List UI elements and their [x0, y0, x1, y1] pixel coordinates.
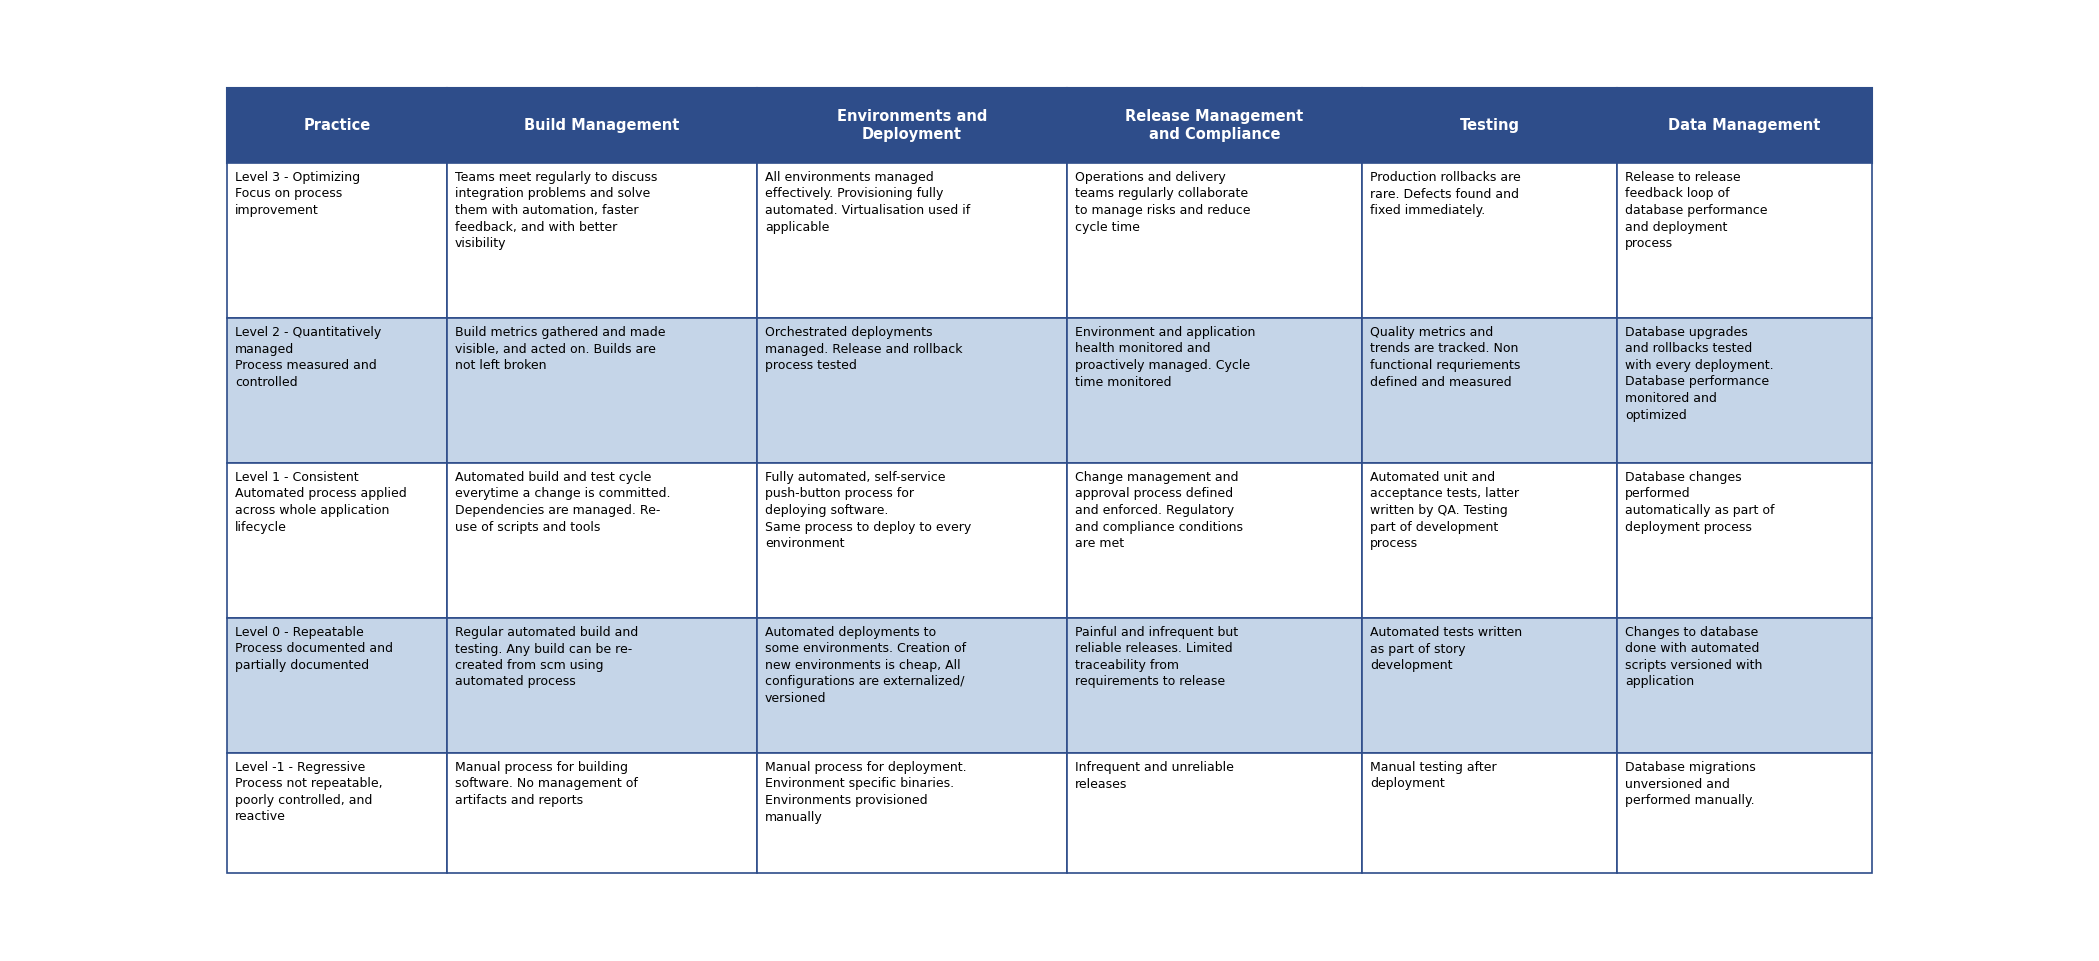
Text: Level 3 - Optimizing
Focus on process
improvement: Level 3 - Optimizing Focus on process im… [235, 171, 361, 217]
Text: Teams meet regularly to discuss
integration problems and solve
them with automat: Teams meet regularly to discuss integrat… [455, 171, 657, 250]
Text: Build metrics gathered and made
visible, and acted on. Builds are
not left broke: Build metrics gathered and made visible,… [455, 326, 665, 372]
Bar [447, 163, 758, 318]
Text: Changes to database
done with automated
scripts versioned with
application: Changes to database done with automated … [1625, 626, 1763, 688]
Bar [1362, 88, 1616, 163]
Text: Automated tests written
as part of story
development: Automated tests written as part of story… [1371, 626, 1522, 672]
Text: Environments and
Deployment: Environments and Deployment [838, 109, 987, 142]
Text: Environment and application
health monitored and
proactively managed. Cycle
time: Environment and application health monit… [1075, 326, 1255, 388]
Text: Automated deployments to
some environments. Creation of
new environments is chea: Automated deployments to some environmen… [764, 626, 966, 705]
Bar [1362, 753, 1616, 873]
Text: Manual process for deployment.
Environment specific binaries.
Environments provi: Manual process for deployment. Environme… [764, 761, 968, 824]
Text: Database changes
performed
automatically as part of
deployment process: Database changes performed automatically… [1625, 471, 1774, 533]
Text: Data Management: Data Management [1669, 118, 1820, 133]
Bar [227, 463, 447, 618]
Bar [1066, 318, 1362, 463]
Text: All environments managed
effectively. Provisioning fully
automated. Virtualisati: All environments managed effectively. Pr… [764, 171, 970, 234]
Bar [1616, 618, 1872, 753]
Bar [1362, 618, 1616, 753]
Text: Infrequent and unreliable
releases: Infrequent and unreliable releases [1075, 761, 1234, 791]
Text: Testing: Testing [1459, 118, 1520, 133]
Bar [758, 463, 1066, 618]
Bar [1616, 753, 1872, 873]
Bar [1616, 88, 1872, 163]
Bar [447, 88, 758, 163]
Bar [447, 318, 758, 463]
Bar [758, 318, 1066, 463]
Bar [227, 318, 447, 463]
Bar [1066, 753, 1362, 873]
Bar [1362, 318, 1616, 463]
Text: Database upgrades
and rollbacks tested
with every deployment.
Database performan: Database upgrades and rollbacks tested w… [1625, 326, 1774, 422]
Bar [1616, 318, 1872, 463]
Text: Database migrations
unversioned and
performed manually.: Database migrations unversioned and perf… [1625, 761, 1755, 807]
Text: Release Management
and Compliance: Release Management and Compliance [1125, 109, 1303, 142]
Bar [1362, 163, 1616, 318]
Text: Release to release
feedback loop of
database performance
and deployment
process: Release to release feedback loop of data… [1625, 171, 1767, 250]
Text: Quality metrics and
trends are tracked. Non
functional requriements
defined and : Quality metrics and trends are tracked. … [1371, 326, 1520, 388]
Text: Manual testing after
deployment: Manual testing after deployment [1371, 761, 1497, 791]
Bar [1616, 463, 1872, 618]
Text: Operations and delivery
teams regularly collaborate
to manage risks and reduce
c: Operations and delivery teams regularly … [1075, 171, 1251, 234]
Text: Level 1 - Consistent
Automated process applied
across whole application
lifecycl: Level 1 - Consistent Automated process a… [235, 471, 407, 533]
Text: Level 0 - Repeatable
Process documented and
partially documented: Level 0 - Repeatable Process documented … [235, 626, 393, 672]
Text: Automated build and test cycle
everytime a change is committed.
Dependencies are: Automated build and test cycle everytime… [455, 471, 670, 533]
Bar [758, 88, 1066, 163]
Bar [1066, 88, 1362, 163]
Text: Regular automated build and
testing. Any build can be re-
created from scm using: Regular automated build and testing. Any… [455, 626, 638, 688]
Bar [447, 753, 758, 873]
Bar [1066, 618, 1362, 753]
Text: Practice: Practice [304, 118, 372, 133]
Bar [758, 753, 1066, 873]
Bar [1066, 163, 1362, 318]
Bar [1066, 463, 1362, 618]
Bar [447, 463, 758, 618]
Text: Level 2 - Quantitatively
managed
Process measured and
controlled: Level 2 - Quantitatively managed Process… [235, 326, 382, 388]
Text: Level -1 - Regressive
Process not repeatable,
poorly controlled, and
reactive: Level -1 - Regressive Process not repeat… [235, 761, 382, 824]
Bar [1362, 463, 1616, 618]
Bar [1616, 163, 1872, 318]
Bar [227, 88, 447, 163]
Text: Production rollbacks are
rare. Defects found and
fixed immediately.: Production rollbacks are rare. Defects f… [1371, 171, 1522, 217]
Text: Painful and infrequent but
reliable releases. Limited
traceability from
requirem: Painful and infrequent but reliable rele… [1075, 626, 1238, 688]
Text: Build Management: Build Management [525, 118, 680, 133]
Bar [227, 618, 447, 753]
Bar [758, 163, 1066, 318]
Bar [447, 618, 758, 753]
Text: Change management and
approval process defined
and enforced. Regulatory
and comp: Change management and approval process d… [1075, 471, 1243, 550]
Bar [227, 753, 447, 873]
Text: Orchestrated deployments
managed. Release and rollback
process tested: Orchestrated deployments managed. Releas… [764, 326, 963, 372]
Bar [758, 618, 1066, 753]
Text: Manual process for building
software. No management of
artifacts and reports: Manual process for building software. No… [455, 761, 638, 807]
Text: Automated unit and
acceptance tests, latter
written by QA. Testing
part of devel: Automated unit and acceptance tests, lat… [1371, 471, 1520, 550]
Text: Fully automated, self-service
push-button process for
deploying software.
Same p: Fully automated, self-service push-butto… [764, 471, 972, 550]
Bar [227, 163, 447, 318]
